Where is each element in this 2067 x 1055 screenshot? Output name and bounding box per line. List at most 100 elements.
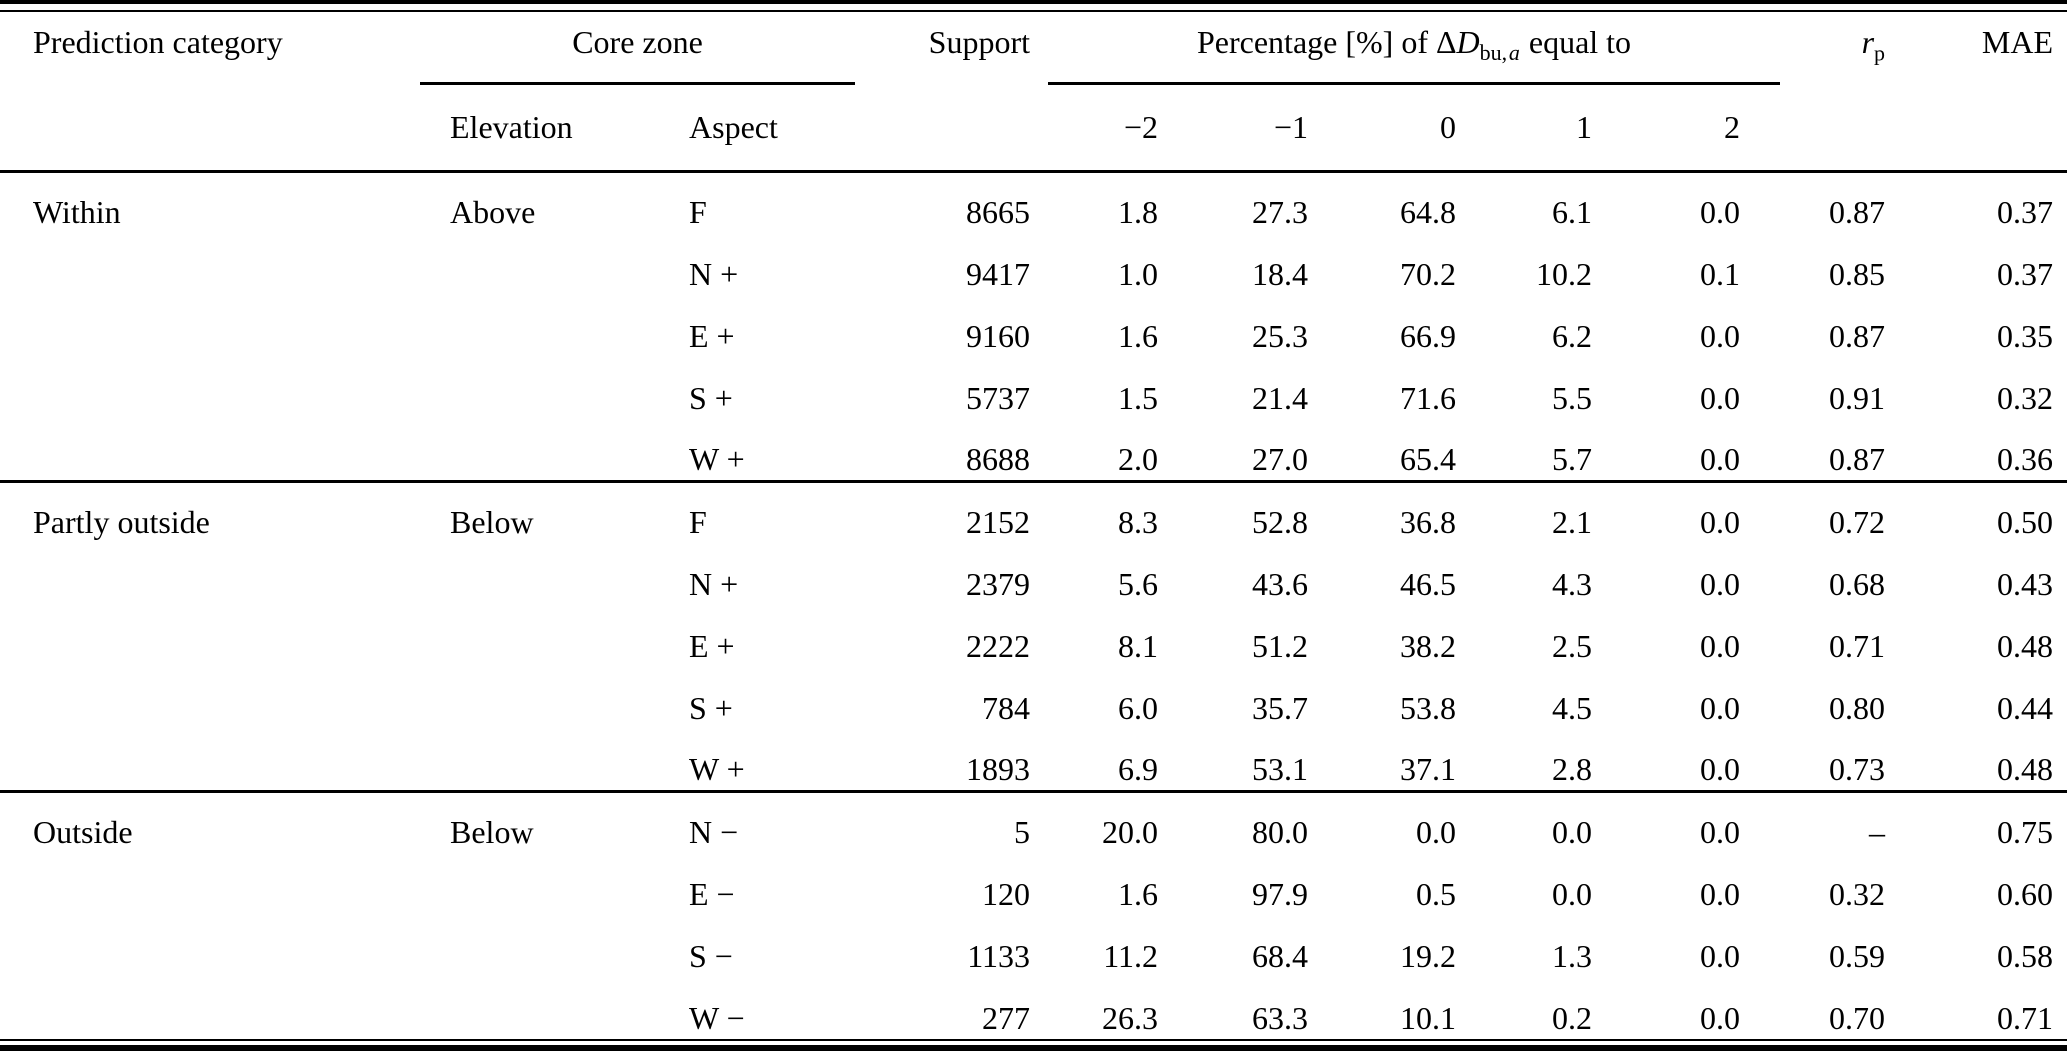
rp-subscript: p xyxy=(1874,40,1886,66)
cell-support: 9160 xyxy=(966,318,1031,354)
cell-rp: 0.32 xyxy=(1829,876,1886,912)
cell-support: 8688 xyxy=(966,440,1031,477)
cell-pct-zero: 65.4 xyxy=(1400,440,1457,477)
cell-pct-zero: 10.1 xyxy=(1400,1000,1457,1036)
cell-pct-zero: 64.8 xyxy=(1400,194,1457,230)
table-row: N + 2379 5.6 43.6 46.5 4.3 0.0 0.68 0.43 xyxy=(0,543,2067,605)
cell-mae: 0.75 xyxy=(1895,789,2067,853)
percentage-variable: D xyxy=(1456,24,1480,60)
cell-rp: 0.70 xyxy=(1829,1000,1886,1036)
header-support: Support xyxy=(855,12,1049,173)
cell-pct-minus2: 20.0 xyxy=(1048,789,1166,853)
table-row: N + 9417 1.0 18.4 70.2 10.2 0.1 0.85 0.37 xyxy=(0,233,2067,295)
cell-support: 5 xyxy=(855,789,1049,853)
header-row-groups: Prediction category Core zone Support Pe… xyxy=(0,12,2067,173)
cell-pct-zero: 0.0 xyxy=(1312,789,1461,853)
cell-pct-minus1: 97.9 xyxy=(1252,876,1309,912)
cell-pct-plus1: 5.5 xyxy=(1552,380,1593,416)
cell-pct-zero: 19.2 xyxy=(1400,938,1457,974)
cell-mae: 0.44 xyxy=(1997,690,2054,726)
cell-aspect: E − xyxy=(689,876,735,912)
cell-pct-minus1: 43.6 xyxy=(1252,566,1309,602)
cell-support: 5737 xyxy=(966,380,1031,416)
cell-pct-zero: 46.5 xyxy=(1400,566,1457,602)
table-row: E − 120 1.6 97.9 0.5 0.0 0.0 0.32 0.60 xyxy=(0,853,2067,915)
cell-pct-plus2: 0.0 xyxy=(1700,938,1741,974)
cell-mae: 0.60 xyxy=(1997,876,2054,912)
cell-pct-plus1: 4.3 xyxy=(1552,566,1593,602)
cell-elevation xyxy=(420,419,660,481)
percentage-prefix: Percentage [%] of Δ xyxy=(1196,24,1457,60)
cell-mae: 0.43 xyxy=(1997,566,2054,602)
cell-pct-minus1: 80.0 xyxy=(1165,789,1313,853)
cell-prediction-category: Outside xyxy=(0,789,420,853)
header-rp: rp xyxy=(1780,12,1896,173)
cell-aspect: N − xyxy=(660,789,856,853)
cell-rp: – xyxy=(1780,789,1896,853)
cell-rp: 0.87 xyxy=(1829,318,1886,354)
cell-aspect: E + xyxy=(689,628,735,664)
table-row: Outside Below N −5 20.0 80.0 0.0 0.0 0.0–0.75 xyxy=(0,789,2067,853)
cell-pct-minus2: 1.6 xyxy=(1118,876,1159,912)
table-row: S + 5737 1.5 21.4 71.6 5.5 0.0 0.91 0.32 xyxy=(0,357,2067,419)
cell-pct-zero: 38.2 xyxy=(1400,628,1457,664)
cell-pct-plus1: 4.5 xyxy=(1552,690,1593,726)
cell-prediction-category xyxy=(0,233,420,295)
cell-aspect: N + xyxy=(689,566,739,602)
cell-mae: 0.37 xyxy=(1997,194,2054,230)
header-delta-minus2: −2 xyxy=(1048,83,1166,173)
cell-pct-minus2: 2.0 xyxy=(1118,440,1159,477)
cell-pct-zero: 53.8 xyxy=(1400,690,1457,726)
cell-pct-minus1: 27.0 xyxy=(1252,440,1309,477)
percentage-subscript: bu,a xyxy=(1480,40,1520,65)
cell-pct-zero: 37.1 xyxy=(1400,750,1457,787)
cell-pct-plus2: 0.0 xyxy=(1700,380,1741,416)
cell-pct-plus1: 1.3 xyxy=(1552,938,1593,974)
cell-pct-minus1: 25.3 xyxy=(1252,318,1309,354)
cell-rp: 0.91 xyxy=(1829,380,1886,416)
cell-pct-plus2: 0.0 xyxy=(1700,194,1741,230)
results-table: Prediction category Core zone Support Pe… xyxy=(0,12,2067,1039)
cell-mae: 0.48 xyxy=(1997,750,2054,787)
cell-pct-minus1: 52.8 xyxy=(1165,479,1313,543)
cell-mae: 0.58 xyxy=(1997,938,2054,974)
table-row: E + 2222 8.1 51.2 38.2 2.5 0.0 0.71 0.48 xyxy=(0,605,2067,667)
cell-elevation xyxy=(420,853,660,915)
cell-rp: 0.72 xyxy=(1780,479,1896,543)
header-elevation: Elevation xyxy=(420,83,660,173)
header-core-zone: Core zone xyxy=(420,12,856,85)
cell-elevation: Below xyxy=(420,479,660,543)
cell-aspect: W + xyxy=(689,440,745,477)
top-rule-thin xyxy=(0,10,2067,12)
cell-rp: 0.87 xyxy=(1829,440,1886,477)
cell-pct-plus1: 10.2 xyxy=(1536,256,1593,292)
cell-pct-plus2: 0.0 xyxy=(1700,690,1741,726)
cell-pct-minus2: 1.5 xyxy=(1118,380,1159,416)
cell-aspect: W + xyxy=(689,750,745,787)
header-aspect: Aspect xyxy=(660,83,856,173)
cell-pct-minus1: 68.4 xyxy=(1252,938,1309,974)
cell-prediction-category xyxy=(0,605,420,667)
table-row: E + 9160 1.6 25.3 66.9 6.2 0.0 0.87 0.35 xyxy=(0,295,2067,357)
cell-mae: 0.71 xyxy=(1997,1000,2054,1036)
header-mae: MAE xyxy=(1895,12,2067,173)
cell-elevation xyxy=(420,233,660,295)
percentage-subscript-italic: a xyxy=(1508,40,1520,66)
cell-pct-minus1: 53.1 xyxy=(1252,750,1309,787)
cell-support: 1133 xyxy=(967,938,1031,974)
cell-support: 1893 xyxy=(966,750,1031,787)
cell-prediction-category xyxy=(0,295,420,357)
cell-prediction-category xyxy=(0,357,420,419)
cell-mae: 0.36 xyxy=(1997,440,2054,477)
cell-pct-minus2: 1.8 xyxy=(1118,194,1159,230)
table-row: W − 277 26.3 63.3 10.1 0.2 0.0 0.70 0.71 xyxy=(0,977,2067,1039)
cell-support: 9417 xyxy=(966,256,1031,292)
cell-pct-plus2: 0.0 xyxy=(1598,789,1781,853)
table-row: W + 1893 6.9 53.1 37.1 2.8 0.0 0.73 0.48 xyxy=(0,729,2067,791)
percentage-suffix: equal to xyxy=(1528,24,1632,60)
cell-support: 2379 xyxy=(966,566,1031,602)
cell-mae: 0.32 xyxy=(1997,380,2054,416)
cell-pct-plus2: 0.0 xyxy=(1700,876,1741,912)
cell-pct-plus2: 0.0 xyxy=(1700,1000,1741,1036)
